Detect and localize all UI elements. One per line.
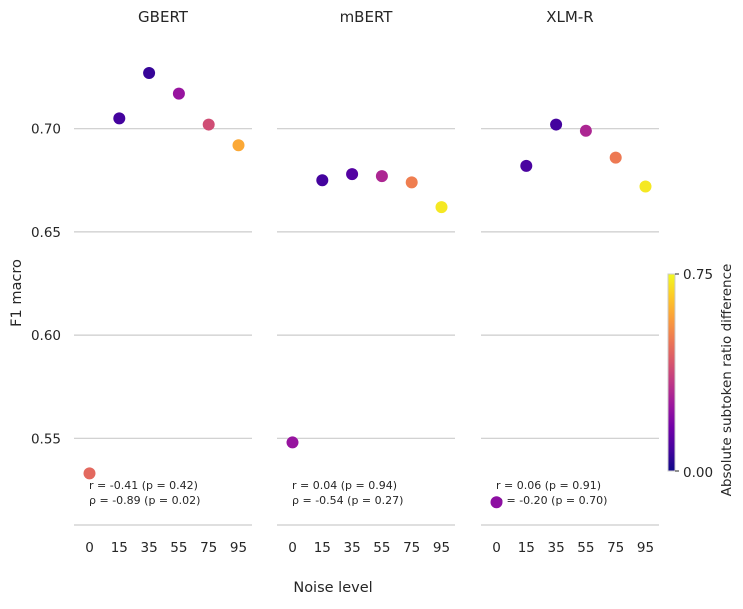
data-point [375,170,388,183]
data-point [346,168,359,181]
annotation-spearman: ρ = -0.20 (p = 0.70) [496,494,607,507]
data-point [435,201,448,214]
colorbar-gradient [667,273,676,472]
data-point [143,66,156,79]
data-point [579,124,592,137]
x-tick-label: 55 [373,540,390,556]
data-point [232,139,245,152]
panel-mbert: 0 15 35 55 75 95 mBERT r = 0.04 (p = 0.94) ρ = -… [277,8,455,556]
panel-title: XLM-R [546,8,593,26]
y-tick-label: 0.70 [31,122,61,138]
x-tick-label: 75 [200,540,217,556]
data-point [83,467,96,480]
x-tick-label: 95 [637,540,654,556]
data-point [520,159,533,172]
data-point [490,496,503,509]
data-point [550,118,563,131]
x-tick-label: 15 [111,540,128,556]
annotation-pearson: r = -0.41 (p = 0.42) [89,479,198,492]
x-tick-label: 35 [141,540,158,556]
y-axis-label: F1 macro [9,259,25,327]
colorbar: 0.75 0.00 Absolute subtoken ratio differ… [667,264,735,497]
panel-title: GBERT [138,8,189,26]
colorbar-label: Absolute subtoken ratio difference [719,264,735,497]
panel-xlm-r: 0 15 35 55 75 95 XLM-R r = 0.06 (p = 0.91) ρ = -… [481,8,659,556]
x-tick-label: 15 [314,540,331,556]
data-point [286,436,299,449]
panel-title: mBERT [340,8,394,26]
x-tick-label: 75 [607,540,624,556]
x-tick-label: 95 [433,540,450,556]
data-point [609,151,622,164]
annotation-pearson: r = 0.04 (p = 0.94) [292,479,397,492]
x-tick-label: 55 [170,540,187,556]
y-tick-label: 0.65 [31,225,61,241]
x-axis-label: Noise level [293,580,372,596]
data-point [113,112,126,125]
data-point [316,174,329,187]
annotation-spearman: ρ = -0.54 (p = 0.27) [292,494,403,507]
data-point [172,87,185,100]
x-tick-label: 15 [518,540,535,556]
colorbar-min-label: 0.00 [683,465,713,481]
x-tick-label: 35 [344,540,361,556]
annotation-pearson: r = 0.06 (p = 0.91) [496,479,601,492]
x-tick-label: 0 [288,540,297,556]
data-point [202,118,215,131]
x-tick-label: 35 [548,540,565,556]
x-tick-label: 95 [230,540,247,556]
colorbar-max-label: 0.75 [683,267,713,283]
x-tick-label: 0 [492,540,501,556]
x-tick-label: 55 [577,540,594,556]
data-point [639,180,652,193]
panels: 0.55 0.60 0.65 0.70 0 15 35 55 75 95 GBERT r = -0.4… [31,8,659,556]
x-tick-label: 75 [403,540,420,556]
panel-gbert: 0.55 0.60 0.65 0.70 0 15 35 55 75 95 GBERT r = -0.4… [31,8,252,556]
x-tick-label: 0 [85,540,94,556]
data-point [405,176,418,189]
annotation-spearman: ρ = -0.89 (p = 0.02) [89,494,200,507]
y-tick-label: 0.60 [31,328,61,344]
y-tick-label: 0.55 [31,431,61,447]
